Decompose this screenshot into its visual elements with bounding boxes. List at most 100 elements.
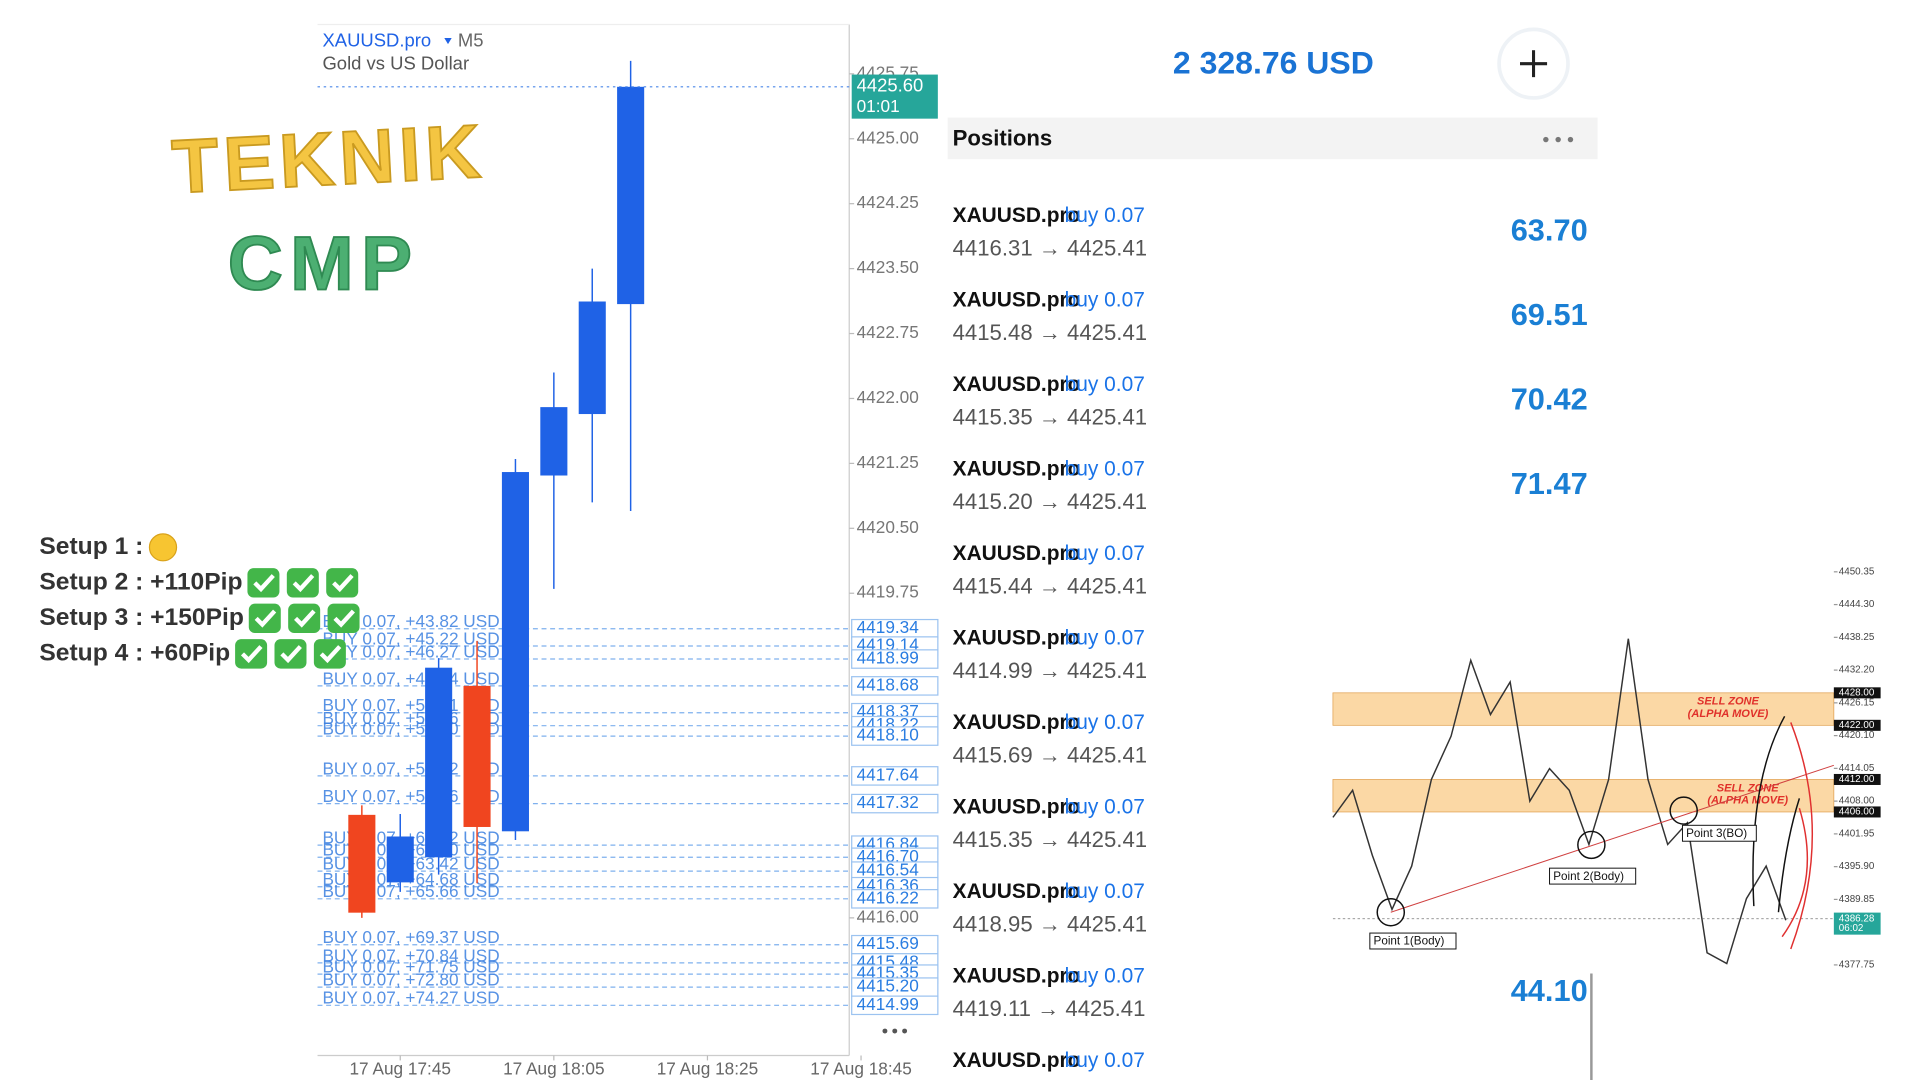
arrow	[1752, 715, 1786, 907]
arrow	[1781, 807, 1809, 938]
row-side[interactable]: buy 0.07	[1065, 542, 1145, 565]
row-prices[interactable]: 4419.11 → 4425.41	[953, 996, 1146, 1021]
row-symbol[interactable]: XAUUSD.pro	[953, 289, 1081, 312]
row-side[interactable]: buy 0.07	[1065, 627, 1145, 650]
row-symbol[interactable]: XAUUSD.pro	[953, 542, 1081, 565]
countdown: 01:01	[857, 96, 900, 116]
check-box	[313, 639, 346, 669]
row-profit[interactable]: 71.47	[1511, 466, 1588, 501]
check-box	[274, 639, 307, 669]
check	[280, 645, 302, 664]
dropdown-icon[interactable]	[444, 37, 452, 45]
position-price: 4417.64	[857, 764, 920, 784]
level-tag-label: 4428.00	[1839, 687, 1875, 698]
row-symbol[interactable]: XAUUSD.pro	[953, 204, 1081, 227]
position-label: BUY 0.07, +45.22 USD	[322, 628, 499, 648]
position-price: 4416.22	[857, 887, 919, 907]
level-tag-label: 4406.00	[1839, 807, 1875, 818]
position-price: 4418.10	[857, 725, 919, 745]
row-prices[interactable]: 4415.20 → 4425.41	[953, 489, 1147, 514]
candle-body	[348, 814, 376, 913]
row-symbol[interactable]: XAUUSD.pro	[953, 965, 1081, 988]
position-label: BUY 0.07, +43.82 USD	[322, 611, 499, 631]
y-tick-label: 4423.50	[857, 257, 919, 277]
candle-body	[386, 836, 414, 883]
inset-tick-label: 4395.90	[1839, 861, 1875, 872]
check	[332, 574, 354, 593]
row-side[interactable]: buy 0.07	[1065, 880, 1145, 903]
row-side[interactable]: buy 0.07	[1065, 796, 1145, 819]
position-tag	[851, 726, 939, 746]
timeframe[interactable]: M5	[458, 30, 484, 51]
setup-label: Setup 2 : +110Pip	[39, 568, 242, 595]
level-tag	[1833, 687, 1881, 699]
inset-tick-label: 4444.30	[1839, 599, 1875, 610]
row-prices[interactable]: 4415.48 → 4425.41	[953, 320, 1147, 345]
row-prices[interactable]: 4414.99 → 4425.41	[953, 658, 1147, 683]
more-icon[interactable]	[882, 1028, 908, 1034]
position-label: BUY 0.07, +74.27 USD	[322, 988, 499, 1008]
position-label: BUY 0.07, +70.84 USD	[322, 945, 499, 965]
position-tag	[851, 995, 939, 1016]
row-profit[interactable]: 63.70	[1511, 213, 1588, 248]
row-prices[interactable]: 4415.35 → 4425.41	[953, 405, 1147, 430]
point-box	[1681, 824, 1757, 842]
row-prices[interactable]: 4416.31 → 4425.41	[953, 236, 1147, 261]
position-label: BUY 0.07, +51.66 USD	[322, 708, 499, 728]
add-button[interactable]	[1497, 27, 1570, 100]
position-label: BUY 0.07, +46.27 USD	[322, 641, 499, 661]
y-tick-label: 4425.00	[857, 127, 919, 147]
check-box	[235, 639, 268, 669]
inset-tick-label: 4426.15	[1839, 697, 1875, 708]
check	[319, 645, 342, 664]
level-tag	[1833, 719, 1881, 731]
row-prices[interactable]: 4415.69 → 4425.41	[953, 743, 1147, 768]
arrow	[1777, 798, 1801, 913]
section-menu[interactable]	[1543, 136, 1574, 143]
row-prices[interactable]: 4418.95 → 4425.41	[953, 912, 1147, 937]
point-box	[1369, 932, 1457, 950]
row-symbol[interactable]: XAUUSD.pro	[953, 711, 1081, 734]
row-symbol[interactable]: XAUUSD.pro	[953, 627, 1081, 650]
candle-body	[501, 472, 529, 832]
row-side[interactable]: buy 0.07	[1065, 204, 1145, 227]
point-marker	[1577, 830, 1606, 860]
setup-label: Setup 4 : +60Pip	[39, 639, 230, 666]
row-prices[interactable]: 4415.35 → 4425.41	[953, 827, 1147, 852]
row-symbol[interactable]: XAUUSD.pro	[953, 373, 1081, 396]
row-symbol[interactable]: XAUUSD.pro	[953, 880, 1081, 903]
y-tick-label: 4424.25	[857, 192, 919, 212]
x-tick-label: 17 Aug 17:45	[349, 1059, 450, 1079]
point-label: Point 3(BO)	[1686, 827, 1747, 840]
row-symbol[interactable]: XAUUSD.pro	[953, 796, 1081, 819]
row-side[interactable]: buy 0.07	[1065, 458, 1145, 481]
section-title: Positions	[953, 125, 1053, 150]
row-profit[interactable]: 70.42	[1511, 382, 1588, 417]
check-box	[326, 568, 359, 598]
row-symbol[interactable]: XAUUSD.pro	[953, 1049, 1081, 1072]
position-price: 4418.99	[857, 648, 919, 668]
row-side[interactable]: buy 0.07	[1065, 373, 1145, 396]
current-price-tag	[851, 74, 938, 119]
position-price: 4419.34	[857, 617, 920, 637]
current-price: 4425.60	[857, 75, 924, 96]
row-side[interactable]: buy 0.07	[1065, 289, 1145, 312]
row-side[interactable]: buy 0.07	[1065, 965, 1145, 988]
x-tick-label: 17 Aug 18:25	[657, 1059, 758, 1079]
inset-background	[1332, 563, 1884, 974]
check-box	[327, 603, 360, 634]
row-symbol[interactable]: XAUUSD.pro	[953, 458, 1081, 481]
row-side[interactable]: buy 0.07	[1065, 711, 1145, 734]
row-profit[interactable]: 44.10	[1511, 973, 1588, 1008]
candle-body	[425, 667, 453, 858]
point-box	[1549, 867, 1637, 885]
row-profit[interactable]: 69.51	[1511, 297, 1588, 332]
symbol: XAUUSD.pro	[322, 30, 431, 51]
point-marker	[1669, 796, 1698, 825]
position-price: 4415.20	[857, 976, 919, 996]
row-side[interactable]: buy 0.07	[1065, 1049, 1145, 1072]
check	[333, 609, 355, 628]
row-prices[interactable]: 4415.44 → 4425.41	[953, 574, 1147, 599]
position-label: BUY 0.07, +71.75 USD	[322, 957, 499, 977]
